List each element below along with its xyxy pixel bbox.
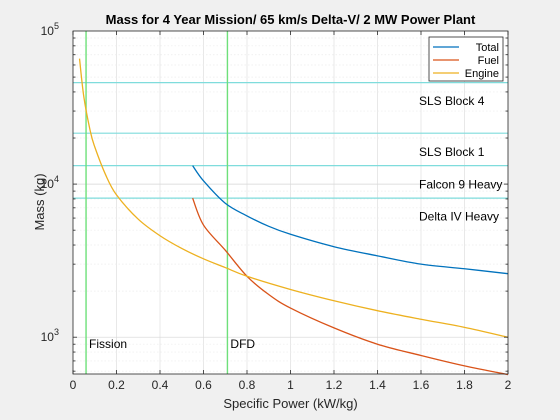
x-tick-label: 0.6 bbox=[195, 378, 212, 392]
x-tick-label: 1.2 bbox=[326, 378, 343, 392]
vline-label: DFD bbox=[230, 337, 255, 351]
y-axis-label: Mass (kg) bbox=[32, 173, 47, 230]
series-lines bbox=[78, 58, 509, 376]
series-line-total bbox=[192, 165, 509, 275]
x-axis-label: Specific Power (kW/kg) bbox=[223, 396, 357, 411]
axis-ticks: 0 0.2 0.4 0.6 0.8 1 1.2 1.4 1.6 1.8 2 103 104 105 bbox=[41, 21, 512, 392]
legend-label-engine: Engine bbox=[465, 68, 499, 80]
legend-label-total: Total bbox=[476, 42, 499, 54]
x-tick-label: 0.8 bbox=[239, 378, 256, 392]
x-tick-label: 1.8 bbox=[456, 378, 473, 392]
hline-label: Falcon 9 Heavy bbox=[419, 177, 502, 191]
hline-label: Delta IV Heavy bbox=[419, 209, 499, 223]
x-tick-label: 0.2 bbox=[108, 378, 125, 392]
reference-lines-horizontal bbox=[73, 82, 508, 199]
legend-box bbox=[428, 36, 504, 82]
x-tick-label: 1 bbox=[287, 378, 294, 392]
x-tick-label: 1.6 bbox=[413, 378, 430, 392]
series-line-engine bbox=[78, 58, 509, 338]
grid bbox=[73, 31, 508, 374]
y-tick-label: 104 bbox=[41, 174, 59, 191]
y-tick-label: 103 bbox=[41, 327, 59, 344]
series-line-fuel bbox=[192, 197, 509, 376]
annotations: SLS Block 4 SLS Block 1 Falcon 9 Heavy Delt… bbox=[89, 94, 502, 351]
chart-title: Mass for 4 Year Mission/ 65 km/s Delta-V… bbox=[106, 12, 476, 27]
legend-label-fuel: Fuel bbox=[478, 55, 499, 67]
x-tick-label: 1.4 bbox=[369, 378, 386, 392]
x-tick-label: 2 bbox=[505, 378, 512, 392]
reference-lines-vertical bbox=[85, 31, 229, 374]
vline-label: Fission bbox=[89, 337, 127, 351]
hline-label: SLS Block 1 bbox=[419, 145, 485, 159]
y-tick-label: 105 bbox=[41, 21, 59, 38]
hline-label: SLS Block 4 bbox=[419, 94, 485, 108]
x-tick-label: 0 bbox=[70, 378, 77, 392]
x-tick-label: 0.4 bbox=[152, 378, 169, 392]
